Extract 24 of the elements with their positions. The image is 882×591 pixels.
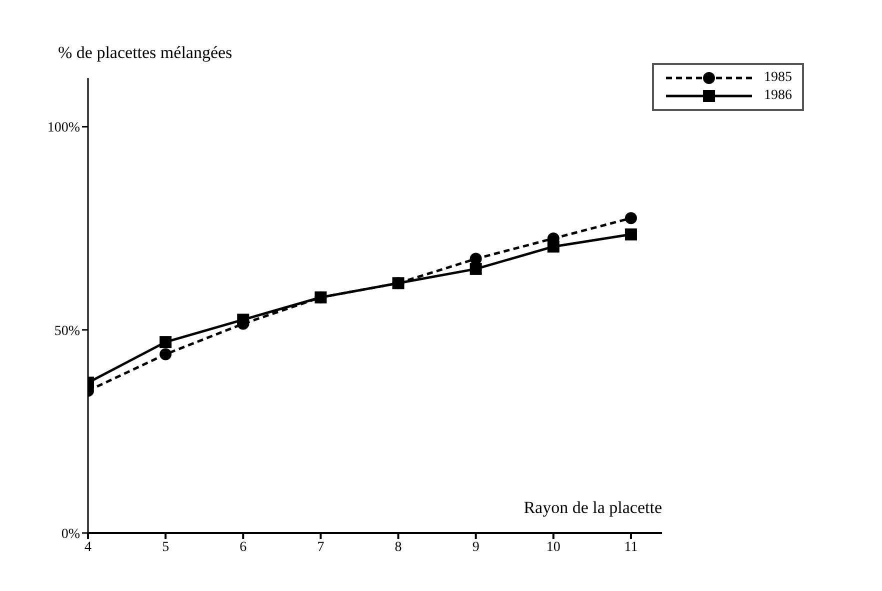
point [392, 277, 404, 290]
point [624, 228, 637, 240]
x-tick-label: 9 [472, 540, 480, 555]
text: 1985 [764, 70, 792, 86]
x-tick-label: 10 [546, 540, 560, 555]
point [237, 314, 250, 326]
y-tick-label: 50% [54, 324, 80, 339]
x-axis-title: Rayon de la placette [524, 498, 662, 518]
point [470, 262, 482, 275]
y-tick-label: 0% [61, 526, 80, 542]
point [547, 240, 560, 253]
text: 1986 [764, 88, 792, 104]
x-tick-label: 4 [84, 540, 92, 555]
y-axis-title: % de placettes mélangées [58, 43, 232, 62]
x-tick-label: 8 [394, 540, 402, 555]
point [314, 291, 327, 304]
x-tick-label: 6 [240, 540, 247, 555]
point [160, 348, 172, 360]
y-tick-label: 100% [47, 120, 80, 136]
x-tick-label: 11 [624, 540, 638, 555]
x-tick-label: 5 [162, 540, 170, 555]
point [160, 336, 172, 348]
point [624, 212, 637, 224]
x-tick-label: 7 [317, 540, 324, 555]
